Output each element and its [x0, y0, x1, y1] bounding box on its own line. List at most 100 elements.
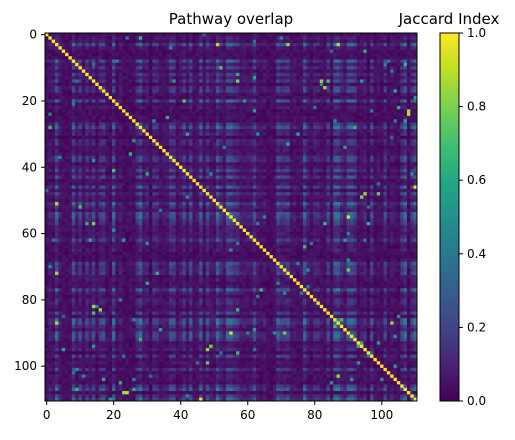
heatmap-cell: [269, 56, 274, 60]
heatmap-cell: [383, 69, 388, 74]
heatmap-cell: [182, 172, 187, 176]
heatmap-cell: [209, 39, 213, 44]
heatmap-cell: [118, 102, 123, 107]
heatmap-cell: [256, 79, 260, 84]
heatmap-cell: [162, 158, 166, 163]
heatmap-cell: [289, 125, 294, 130]
heatmap-cell: [406, 59, 411, 64]
heatmap-cell: [366, 72, 371, 77]
heatmap-cell: [55, 79, 59, 84]
heatmap-cell: [68, 46, 73, 50]
heatmap-cell: [132, 52, 136, 57]
heatmap-cell: [366, 162, 371, 166]
heatmap-cell: [189, 79, 193, 84]
heatmap-cell: [85, 175, 89, 180]
heatmap-cell: [413, 115, 418, 120]
heatmap-cell: [299, 158, 304, 163]
heatmap-cell: [48, 62, 53, 67]
heatmap-cell: [48, 72, 53, 77]
heatmap-cell: [329, 59, 334, 64]
heatmap-cell: [81, 86, 86, 90]
heatmap-cell: [360, 109, 364, 113]
heatmap-cell: [148, 99, 153, 103]
heatmap-cell: [189, 92, 193, 97]
heatmap-cell: [219, 36, 223, 40]
heatmap-cell: [306, 135, 311, 140]
heatmap-cell: [333, 109, 337, 113]
heatmap-cell: [316, 102, 321, 107]
heatmap-cell: [128, 76, 133, 80]
heatmap-cell: [68, 36, 73, 40]
heatmap-cell: [393, 145, 398, 150]
heatmap-cell: [376, 69, 381, 74]
heatmap-cell: [172, 92, 177, 97]
heatmap-cell: [61, 132, 66, 137]
heatmap-cell: [195, 122, 200, 127]
heatmap-cell: [175, 162, 180, 166]
heatmap-cell: [370, 112, 374, 117]
heatmap-cell: [386, 76, 391, 80]
heatmap-cell: [346, 42, 351, 47]
heatmap-cell: [373, 129, 378, 133]
heatmap-cell: [65, 172, 69, 176]
heatmap-cell: [215, 56, 220, 60]
heatmap-cell: [91, 62, 96, 67]
heatmap-cell: [78, 115, 83, 120]
heatmap-cell: [192, 125, 197, 130]
heatmap-cell: [125, 149, 130, 153]
heatmap-cell: [252, 42, 257, 47]
heatmap-cell: [222, 52, 227, 57]
heatmap-cell: [269, 69, 274, 74]
heatmap-cell: [65, 129, 69, 133]
heatmap-cell: [413, 129, 418, 133]
heatmap-cell: [48, 33, 53, 37]
heatmap-cell: [185, 62, 190, 67]
heatmap-cell: [88, 66, 93, 70]
heatmap-cell: [219, 52, 223, 57]
heatmap-cell: [85, 129, 89, 133]
heatmap-cell: [262, 89, 267, 94]
heatmap-cell: [319, 89, 324, 94]
heatmap-cell: [125, 82, 130, 87]
heatmap-cell: [58, 79, 63, 84]
heatmap-cell: [266, 39, 270, 44]
heatmap-cell: [336, 109, 341, 113]
heatmap-cell: [215, 149, 220, 153]
heatmap-cell: [125, 172, 130, 176]
heatmap-cell: [71, 62, 76, 67]
heatmap-cell: [112, 105, 116, 110]
heatmap-cell: [339, 155, 344, 160]
heatmap-cell: [329, 102, 334, 107]
heatmap-cell: [205, 49, 210, 54]
heatmap-cell: [299, 155, 304, 160]
heatmap-cell: [299, 89, 304, 94]
heatmap-cell: [363, 162, 368, 166]
heatmap-cell: [249, 122, 254, 127]
heatmap-cell: [132, 95, 136, 100]
heatmap-cell: [269, 39, 274, 44]
heatmap-cell: [128, 139, 133, 143]
heatmap-cell: [356, 49, 361, 54]
heatmap-cell: [303, 178, 307, 183]
heatmap-cell: [115, 109, 120, 113]
heatmap-cell: [81, 66, 86, 70]
heatmap-cell: [165, 158, 170, 163]
heatmap-cell: [175, 56, 180, 60]
heatmap-cell: [199, 89, 203, 94]
heatmap-cell: [138, 139, 143, 143]
heatmap-cell: [45, 142, 49, 147]
heatmap-cell: [142, 56, 146, 60]
heatmap-cell: [269, 122, 274, 127]
heatmap-cell: [229, 89, 234, 94]
heatmap-cell: [400, 115, 404, 120]
heatmap-cell: [326, 135, 331, 140]
heatmap-cell: [88, 49, 93, 54]
heatmap-cell: [356, 33, 361, 37]
heatmap-cell: [122, 122, 126, 127]
heatmap-cell: [48, 46, 53, 50]
heatmap-cell: [229, 132, 234, 137]
heatmap-cell: [108, 139, 113, 143]
heatmap-cell: [259, 175, 264, 180]
heatmap-cell: [353, 125, 358, 130]
heatmap-cell: [169, 92, 173, 97]
